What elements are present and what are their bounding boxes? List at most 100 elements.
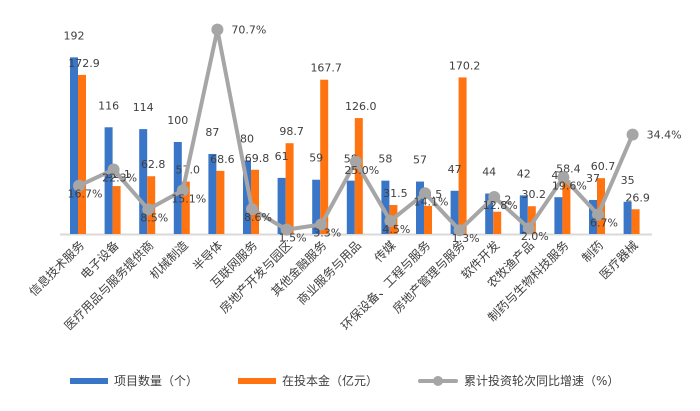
data-label-growth: 4.5% bbox=[382, 223, 410, 236]
growth-marker bbox=[384, 214, 397, 227]
data-label-count: 58 bbox=[378, 153, 392, 166]
data-label-principal: 68.6 bbox=[210, 153, 235, 166]
category-label: 医疗器械 bbox=[596, 238, 641, 283]
legend-label: 在投本金（亿元） bbox=[282, 374, 379, 388]
bar-project-count bbox=[485, 193, 494, 234]
blue-bar-swatch-icon bbox=[70, 377, 108, 384]
legend-item-project-count: 项目数量（个） bbox=[70, 372, 198, 389]
data-label-count: 59 bbox=[309, 152, 323, 165]
data-label-count: 61 bbox=[275, 150, 289, 163]
growth-marker bbox=[176, 184, 189, 197]
bar-principal bbox=[251, 169, 259, 234]
growth-marker bbox=[349, 155, 362, 168]
data-label-growth: 15.1% bbox=[171, 192, 206, 205]
data-label-growth: 25.0% bbox=[344, 164, 379, 177]
bar-project-count bbox=[70, 57, 78, 234]
data-label-growth: 1.3% bbox=[452, 232, 480, 245]
data-label-growth: 8.5% bbox=[140, 211, 168, 224]
data-label-growth: 6.7% bbox=[590, 217, 618, 230]
data-label-principal: 30.2 bbox=[522, 188, 547, 201]
data-label-growth: 14.1% bbox=[414, 195, 449, 208]
data-label-count: 192 bbox=[64, 29, 85, 42]
data-label-count: 35 bbox=[621, 174, 635, 187]
bar-project-count bbox=[277, 177, 286, 234]
bar-principal bbox=[631, 209, 640, 234]
bar-project-count bbox=[346, 180, 355, 234]
legend-item-principal: 在投本金（亿元） bbox=[238, 372, 378, 389]
data-label-growth: 19.6% bbox=[552, 179, 587, 192]
data-label-principal: 69.8 bbox=[245, 152, 270, 165]
data-label-growth: 16.7% bbox=[68, 188, 103, 201]
category-label: 传媒 bbox=[371, 238, 399, 266]
data-label-principal: 62.8 bbox=[141, 158, 166, 171]
bar-principal bbox=[354, 118, 363, 234]
growth-marker bbox=[246, 203, 258, 216]
data-label-count: 44 bbox=[482, 166, 496, 179]
growth-marker bbox=[626, 128, 639, 141]
data-label-growth: 34.4% bbox=[647, 129, 682, 142]
bar-project-count bbox=[104, 127, 113, 234]
bar-principal bbox=[424, 205, 432, 234]
bar-project-count bbox=[450, 190, 459, 234]
bar-principal bbox=[458, 77, 467, 234]
data-label-count: 87 bbox=[205, 126, 219, 139]
bar-project-count bbox=[312, 179, 321, 234]
data-label-count: 114 bbox=[133, 101, 154, 114]
bar-project-count bbox=[416, 181, 424, 234]
bar-project-count bbox=[243, 160, 251, 234]
growth-marker bbox=[142, 203, 155, 216]
bar-principal bbox=[562, 180, 571, 234]
legend: 项目数量（个） 在投本金（亿元） 累计投资轮次同比增速（%） bbox=[70, 372, 619, 389]
data-label-growth: 70.7% bbox=[231, 24, 266, 37]
bar-principal bbox=[493, 211, 502, 234]
growth-marker bbox=[453, 224, 466, 237]
bar-principal bbox=[78, 74, 86, 234]
data-label-count: 37 bbox=[586, 172, 600, 185]
bar-principal bbox=[285, 143, 294, 234]
data-label-count: 47 bbox=[448, 163, 462, 176]
data-label-principal: 126.0 bbox=[345, 100, 377, 113]
bar-principal bbox=[181, 181, 190, 234]
category-label: 机械制造 bbox=[146, 238, 191, 283]
data-label-principal: 170.2 bbox=[449, 59, 481, 72]
data-label-count: 80 bbox=[240, 132, 254, 145]
growth-marker bbox=[315, 218, 328, 231]
legend-label: 项目数量（个） bbox=[114, 374, 199, 388]
data-label-growth: 12.8% bbox=[483, 199, 518, 212]
line-marker-swatch-icon bbox=[418, 375, 459, 387]
data-label-principal: 60.7 bbox=[591, 160, 616, 173]
data-label-growth: 22.3% bbox=[102, 172, 137, 185]
data-label-growth: 3.3% bbox=[313, 226, 341, 239]
bar-project-count bbox=[623, 201, 632, 234]
growth-marker bbox=[592, 208, 604, 221]
growth-marker bbox=[557, 171, 570, 184]
category-label: 制药 bbox=[579, 238, 606, 265]
bar-principal bbox=[216, 170, 225, 234]
category-label: 信息技术服务 bbox=[26, 238, 88, 300]
bar-project-count bbox=[208, 153, 217, 234]
data-label-principal: 26.9 bbox=[625, 191, 650, 204]
data-label-count: 57 bbox=[413, 154, 427, 167]
growth-marker bbox=[419, 187, 431, 200]
growth-marker bbox=[73, 179, 85, 192]
bar-principal bbox=[320, 79, 329, 234]
growth-marker bbox=[522, 222, 535, 235]
bar-project-count bbox=[139, 129, 148, 234]
data-label-count: 42 bbox=[517, 167, 531, 180]
data-label-principal: 31.5 bbox=[383, 187, 408, 200]
data-label-count: 100 bbox=[167, 114, 188, 127]
bar-project-count bbox=[554, 197, 563, 234]
orange-bar-swatch-icon bbox=[238, 377, 277, 384]
data-label-count: 116 bbox=[98, 99, 119, 112]
growth-marker bbox=[280, 223, 293, 236]
growth-marker bbox=[488, 191, 501, 204]
data-label-principal: 172.9 bbox=[68, 57, 100, 70]
growth-marker bbox=[211, 23, 224, 36]
bar-project-count bbox=[519, 195, 528, 234]
data-label-growth: 1.5% bbox=[279, 232, 307, 245]
data-label-principal: 167.7 bbox=[310, 62, 342, 75]
growth-marker bbox=[107, 163, 120, 176]
bar-principal bbox=[112, 186, 121, 234]
legend-label: 累计投资轮次同比增速（%） bbox=[464, 374, 620, 388]
